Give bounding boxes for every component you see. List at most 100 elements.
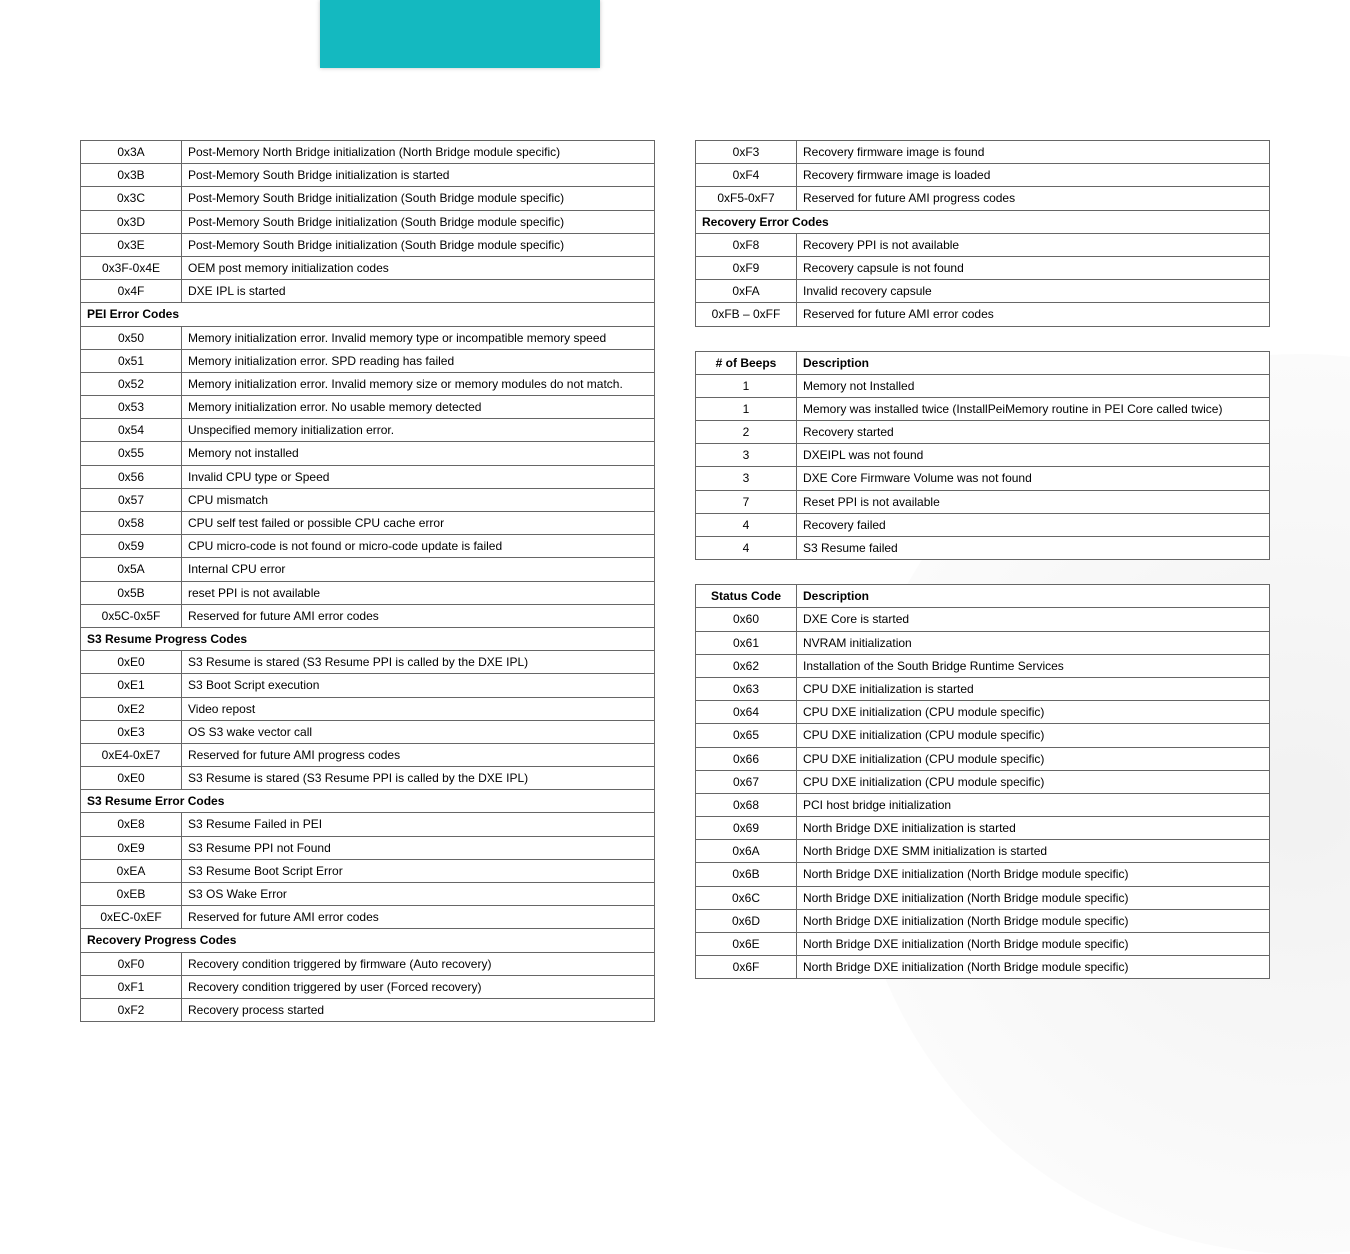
code-cell: 3	[696, 467, 797, 490]
code-cell: 0x5B	[81, 581, 182, 604]
description-cell: Reserved for future AMI progress codes	[797, 187, 1270, 210]
table-row: 0x6CNorth Bridge DXE initialization (Nor…	[696, 886, 1270, 909]
code-cell: 4	[696, 513, 797, 536]
code-cell: 4	[696, 537, 797, 560]
description-cell: Post-Memory South Bridge initialization …	[182, 164, 655, 187]
right-column: 0xF3Recovery firmware image is found0xF4…	[695, 140, 1270, 1046]
code-cell: 0x52	[81, 372, 182, 395]
description-cell: Post-Memory South Bridge initialization …	[182, 210, 655, 233]
table-row: 0x60DXE Core is started	[696, 608, 1270, 631]
table-row: 0xE3OS S3 wake vector call	[81, 720, 655, 743]
description-cell: Recovery failed	[797, 513, 1270, 536]
table-row: 0xE0S3 Resume is stared (S3 Resume PPI i…	[81, 767, 655, 790]
code-cell: 0xF4	[696, 164, 797, 187]
description-cell: Memory not Installed	[797, 374, 1270, 397]
description-cell: North Bridge DXE SMM initialization is s…	[797, 840, 1270, 863]
table-row: 0x4FDXE IPL is started	[81, 280, 655, 303]
description-cell: Memory was installed twice (InstallPeiMe…	[797, 397, 1270, 420]
code-cell: 0x60	[696, 608, 797, 631]
description-cell: Recovery condition triggered by firmware…	[182, 952, 655, 975]
description-cell: S3 Resume PPI not Found	[182, 836, 655, 859]
table-row: 7Reset PPI is not available	[696, 490, 1270, 513]
table-row: 3DXE Core Firmware Volume was not found	[696, 467, 1270, 490]
description-cell: Reserved for future AMI progress codes	[182, 743, 655, 766]
code-cell: 0xE0	[81, 767, 182, 790]
table-row: 0xE9S3 Resume PPI not Found	[81, 836, 655, 859]
code-cell: 0x64	[696, 701, 797, 724]
description-cell: CPU self test failed or possible CPU cac…	[182, 512, 655, 535]
header-desc-cell: Description	[797, 585, 1270, 608]
description-cell: S3 Resume Boot Script Error	[182, 859, 655, 882]
table-row: 0x6DNorth Bridge DXE initialization (Nor…	[696, 909, 1270, 932]
table-row: 3DXEIPL was not found	[696, 444, 1270, 467]
description-cell: DXE IPL is started	[182, 280, 655, 303]
table-row: 0x64CPU DXE initialization (CPU module s…	[696, 701, 1270, 724]
description-cell: Memory initialization error. No usable m…	[182, 396, 655, 419]
table-row: S3 Resume Error Codes	[81, 790, 655, 813]
description-cell: DXEIPL was not found	[797, 444, 1270, 467]
description-cell: CPU DXE initialization is started	[797, 677, 1270, 700]
description-cell: CPU DXE initialization (CPU module speci…	[797, 701, 1270, 724]
table-row: 0x6ANorth Bridge DXE SMM initialization …	[696, 840, 1270, 863]
status-codes-table: Status CodeDescription0x60DXE Core is st…	[695, 584, 1270, 979]
description-cell: S3 Resume failed	[797, 537, 1270, 560]
description-cell: Recovery capsule is not found	[797, 256, 1270, 279]
post-codes-table: 0x3APost-Memory North Bridge initializat…	[80, 140, 655, 1022]
beeps-table: # of BeepsDescription1Memory not Install…	[695, 351, 1270, 561]
code-cell: 0x68	[696, 793, 797, 816]
description-cell: DXE Core is started	[797, 608, 1270, 631]
table-row: 4S3 Resume failed	[696, 537, 1270, 560]
table-row: PEI Error Codes	[81, 303, 655, 326]
description-cell: Invalid CPU type or Speed	[182, 465, 655, 488]
section-header: S3 Resume Progress Codes	[81, 627, 655, 650]
code-cell: 0x5C-0x5F	[81, 604, 182, 627]
table-row: 0x55Memory not installed	[81, 442, 655, 465]
table-row: 0x62Installation of the South Bridge Run…	[696, 654, 1270, 677]
table-row: 0xF0Recovery condition triggered by firm…	[81, 952, 655, 975]
description-cell: Installation of the South Bridge Runtime…	[797, 654, 1270, 677]
description-cell: Post-Memory South Bridge initialization …	[182, 233, 655, 256]
description-cell: S3 Resume Failed in PEI	[182, 813, 655, 836]
table-row: 4Recovery failed	[696, 513, 1270, 536]
table-row: 0x3EPost-Memory South Bridge initializat…	[81, 233, 655, 256]
description-cell: CPU micro-code is not found or micro-cod…	[182, 535, 655, 558]
code-cell: 0x61	[696, 631, 797, 654]
table-row: Recovery Progress Codes	[81, 929, 655, 952]
table-row: 0xE8S3 Resume Failed in PEI	[81, 813, 655, 836]
table-row: 0x65CPU DXE initialization (CPU module s…	[696, 724, 1270, 747]
code-cell: 0x54	[81, 419, 182, 442]
description-cell: Post-Memory South Bridge initialization …	[182, 187, 655, 210]
code-cell: 0x67	[696, 770, 797, 793]
table-row: 0x58CPU self test failed or possible CPU…	[81, 512, 655, 535]
description-cell: reset PPI is not available	[182, 581, 655, 604]
header-desc-cell: Description	[797, 351, 1270, 374]
table-row: Recovery Error Codes	[696, 210, 1270, 233]
code-cell: 0xF3	[696, 141, 797, 164]
description-cell: North Bridge DXE initialization (North B…	[797, 886, 1270, 909]
code-cell: 0xF2	[81, 998, 182, 1021]
code-cell: 0x69	[696, 817, 797, 840]
table-row: 0x6BNorth Bridge DXE initialization (Nor…	[696, 863, 1270, 886]
code-cell: 0xE0	[81, 651, 182, 674]
section-header: PEI Error Codes	[81, 303, 655, 326]
table-row: 0x3BPost-Memory South Bridge initializat…	[81, 164, 655, 187]
table-row: 0xF4Recovery firmware image is loaded	[696, 164, 1270, 187]
code-cell: 1	[696, 397, 797, 420]
code-cell: 0xEB	[81, 883, 182, 906]
recovery-codes-table: 0xF3Recovery firmware image is found0xF4…	[695, 140, 1270, 327]
description-cell: Unspecified memory initialization error.	[182, 419, 655, 442]
table-row: 0x67CPU DXE initialization (CPU module s…	[696, 770, 1270, 793]
code-cell: 0x66	[696, 747, 797, 770]
table-row: 0x6ENorth Bridge DXE initialization (Nor…	[696, 933, 1270, 956]
description-cell: North Bridge DXE initialization is start…	[797, 817, 1270, 840]
description-cell: CPU DXE initialization (CPU module speci…	[797, 770, 1270, 793]
code-cell: 0x65	[696, 724, 797, 747]
description-cell: North Bridge DXE initialization (North B…	[797, 863, 1270, 886]
description-cell: Recovery firmware image is found	[797, 141, 1270, 164]
table-row: 0x56Invalid CPU type or Speed	[81, 465, 655, 488]
description-cell: Video repost	[182, 697, 655, 720]
description-cell: PCI host bridge initialization	[797, 793, 1270, 816]
table-row: 0x63CPU DXE initialization is started	[696, 677, 1270, 700]
table-row: 0xF2Recovery process started	[81, 998, 655, 1021]
table-row: 0xFB – 0xFFReserved for future AMI error…	[696, 303, 1270, 326]
